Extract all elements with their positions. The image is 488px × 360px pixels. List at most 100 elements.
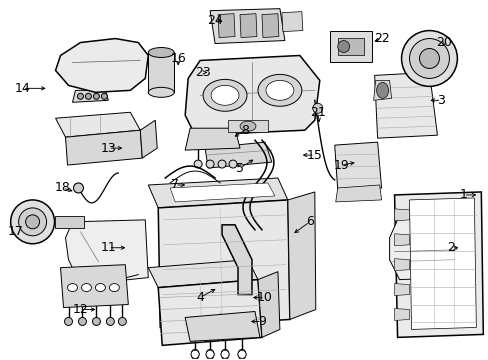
Polygon shape [222,225,251,294]
Ellipse shape [85,93,91,99]
Ellipse shape [419,49,439,68]
Ellipse shape [218,160,225,168]
Polygon shape [394,209,408,221]
Text: 12: 12 [72,303,88,316]
Polygon shape [394,309,408,320]
Polygon shape [334,142,381,190]
Polygon shape [170,183,274,202]
Text: 13: 13 [101,141,116,155]
Polygon shape [240,14,256,37]
Text: 5: 5 [236,162,244,175]
Polygon shape [56,39,148,92]
Text: 19: 19 [333,158,349,172]
Ellipse shape [118,318,126,325]
Ellipse shape [73,183,83,193]
Polygon shape [218,14,235,37]
Text: 14: 14 [15,82,30,95]
Text: 9: 9 [258,315,265,328]
Polygon shape [281,12,302,32]
Ellipse shape [19,208,46,236]
Text: 17: 17 [8,225,23,238]
Polygon shape [148,178,287,208]
Text: 6: 6 [305,215,313,228]
Polygon shape [65,130,142,165]
Ellipse shape [258,75,301,106]
Ellipse shape [101,93,107,99]
Polygon shape [72,90,108,102]
Ellipse shape [191,349,199,359]
Ellipse shape [240,121,255,131]
Ellipse shape [64,318,72,325]
Polygon shape [394,284,408,296]
Ellipse shape [376,82,388,98]
Polygon shape [389,218,461,280]
Polygon shape [65,220,148,285]
Polygon shape [335,185,381,202]
Text: 21: 21 [309,106,325,119]
Ellipse shape [67,284,77,292]
Text: 16: 16 [170,52,185,65]
Text: 10: 10 [257,291,272,304]
Ellipse shape [238,349,245,359]
Polygon shape [408,198,475,329]
Bar [55,216,84,228]
Ellipse shape [194,160,202,168]
Text: 1: 1 [459,188,467,202]
Ellipse shape [238,350,245,358]
Polygon shape [210,9,285,44]
Ellipse shape [228,160,237,168]
Text: 23: 23 [195,66,210,79]
Text: 11: 11 [101,241,116,254]
Ellipse shape [312,103,322,113]
Polygon shape [61,265,128,307]
Polygon shape [287,192,315,319]
Polygon shape [148,260,258,288]
Ellipse shape [211,85,239,105]
Ellipse shape [265,80,293,100]
Text: 4: 4 [196,291,203,304]
Ellipse shape [81,284,91,292]
Ellipse shape [106,318,114,325]
Text: 22: 22 [373,32,388,45]
Polygon shape [373,80,391,100]
Ellipse shape [221,349,228,359]
Ellipse shape [191,350,199,358]
Polygon shape [158,280,262,345]
Polygon shape [394,259,408,271]
Bar [329,31,371,62]
Ellipse shape [148,87,174,97]
Text: 8: 8 [241,124,248,137]
Text: 15: 15 [306,149,322,162]
Ellipse shape [337,41,349,53]
Polygon shape [394,192,482,337]
Ellipse shape [205,349,214,359]
Polygon shape [262,14,278,37]
Text: 3: 3 [437,94,445,107]
Polygon shape [56,112,140,137]
Text: 20: 20 [436,36,451,49]
Ellipse shape [95,284,105,292]
Ellipse shape [408,39,448,78]
Bar [227,120,267,132]
Text: 18: 18 [55,181,70,194]
Ellipse shape [92,318,100,325]
Ellipse shape [205,160,214,168]
Ellipse shape [148,48,174,58]
Polygon shape [185,55,319,135]
Polygon shape [394,234,408,246]
Polygon shape [158,200,289,328]
Polygon shape [204,142,271,168]
Bar [337,37,363,55]
Polygon shape [140,120,157,158]
Ellipse shape [109,284,119,292]
Ellipse shape [78,318,86,325]
Text: 2: 2 [447,241,454,254]
Ellipse shape [221,350,228,358]
Ellipse shape [203,80,246,111]
Text: 24: 24 [207,14,223,27]
Ellipse shape [205,350,214,358]
Ellipse shape [11,200,55,244]
Polygon shape [258,272,279,337]
Ellipse shape [25,215,40,229]
Polygon shape [374,72,437,138]
